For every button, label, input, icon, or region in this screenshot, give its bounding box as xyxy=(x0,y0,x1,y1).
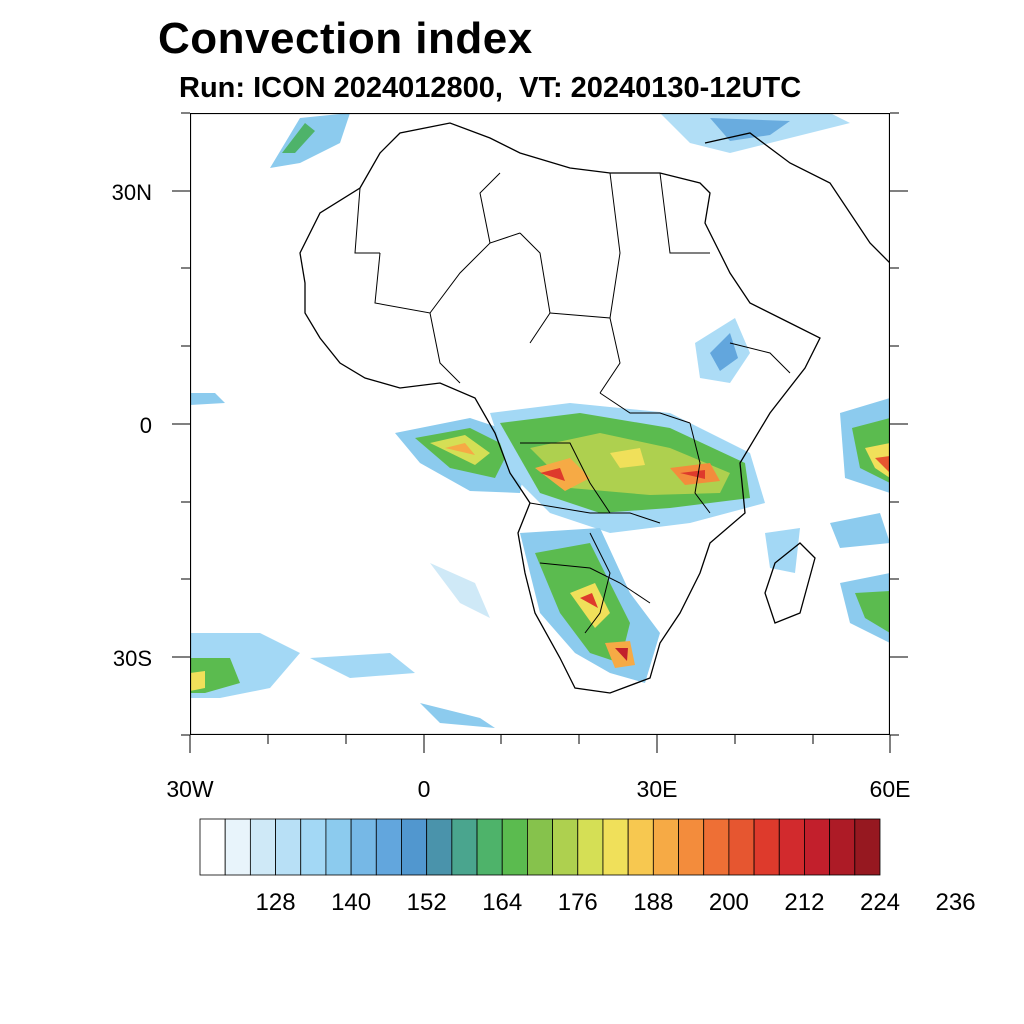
lat-label-30n: 30N xyxy=(111,180,152,205)
colorbar-swatch xyxy=(375,818,402,876)
chart-title: Convection index xyxy=(158,14,533,63)
convection-field xyxy=(190,113,890,728)
colorbar xyxy=(199,818,881,876)
map-border xyxy=(190,113,890,735)
colorbar-swatch xyxy=(829,818,856,876)
colorbar-swatch xyxy=(325,818,352,876)
lon-label-60e: 60E xyxy=(869,776,911,802)
colorbar-swatch xyxy=(224,818,251,876)
lat-label-0: 0 xyxy=(139,413,152,438)
africa-convection-map xyxy=(190,113,890,735)
colorbar-label: 236 xyxy=(935,889,976,916)
colorbar-swatch xyxy=(527,818,553,876)
colorbar-label: 188 xyxy=(633,889,674,916)
colorbar-label: 212 xyxy=(784,889,825,916)
colorbar-swatch xyxy=(703,818,730,876)
coastlines xyxy=(299,122,890,694)
colorbar-swatch xyxy=(627,818,654,876)
colorbar-swatch xyxy=(350,818,377,876)
colorbar-swatch xyxy=(501,818,528,876)
colorbar-label: 152 xyxy=(406,889,447,916)
chart-subtitle: Run: ICON 2024012800, VT: 20240130-12UTC xyxy=(179,72,802,104)
colorbar-swatch xyxy=(753,818,780,876)
colorbar-label: 164 xyxy=(482,889,523,916)
colorbar-swatch xyxy=(728,818,755,876)
colorbar-swatch xyxy=(778,818,805,876)
axis-ticks xyxy=(172,112,908,753)
colorbar-swatch xyxy=(199,818,226,876)
lat-label-30s: 30S xyxy=(112,646,152,671)
colorbar-label: 176 xyxy=(557,889,598,916)
colorbar-swatch xyxy=(577,818,604,876)
colorbar-swatch xyxy=(426,818,453,876)
colorbar-swatch xyxy=(249,818,276,876)
colorbar-swatch xyxy=(678,818,705,876)
colorbar-swatch xyxy=(300,818,327,876)
colorbar-label: 140 xyxy=(331,889,372,916)
colorbar-swatch xyxy=(476,818,503,876)
colorbar-swatch xyxy=(602,818,629,876)
lon-label-0: 0 xyxy=(417,776,431,802)
colorbar-swatch xyxy=(652,818,679,876)
colorbar-swatch xyxy=(275,818,302,876)
colorbar-swatch xyxy=(854,818,881,876)
colorbar-swatch xyxy=(401,818,428,876)
colorbar-label: 224 xyxy=(859,889,901,916)
colorbar-swatch xyxy=(804,818,831,876)
colorbar-swatch xyxy=(451,818,478,876)
colorbar-label: 200 xyxy=(708,889,749,916)
colorbar-label: 128 xyxy=(255,889,296,916)
country-borders xyxy=(354,172,791,634)
lon-label-30w: 30W xyxy=(166,776,214,802)
colorbar-swatch xyxy=(552,818,579,876)
map-panel xyxy=(172,112,908,753)
lon-label-30e: 30E xyxy=(636,776,678,802)
